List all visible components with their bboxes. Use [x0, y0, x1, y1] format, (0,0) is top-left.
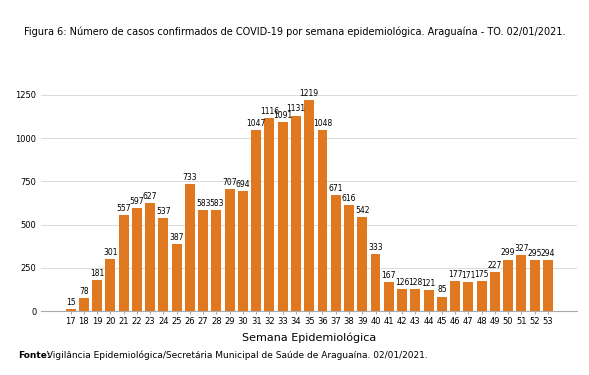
Text: 733: 733 — [183, 173, 197, 182]
Text: 227: 227 — [488, 261, 502, 270]
Bar — [278, 122, 287, 311]
Text: 1116: 1116 — [260, 107, 279, 116]
Bar — [238, 191, 248, 311]
Bar — [198, 210, 208, 311]
Bar — [65, 309, 75, 311]
Text: 295: 295 — [527, 249, 542, 258]
Text: 583: 583 — [196, 199, 210, 208]
Text: 616: 616 — [342, 194, 356, 202]
Text: 583: 583 — [209, 199, 224, 208]
Text: 627: 627 — [143, 192, 157, 201]
Bar — [145, 203, 155, 311]
Text: 128: 128 — [408, 278, 422, 287]
Bar — [344, 205, 354, 311]
Text: 299: 299 — [501, 248, 515, 257]
Bar — [384, 282, 394, 311]
Text: 85: 85 — [437, 285, 446, 294]
Text: 542: 542 — [355, 206, 369, 215]
Bar — [305, 100, 314, 311]
Bar — [450, 280, 460, 311]
Text: 301: 301 — [103, 248, 118, 257]
Bar — [211, 210, 221, 311]
Text: 175: 175 — [474, 270, 489, 279]
Text: 294: 294 — [541, 249, 555, 258]
Bar — [477, 281, 487, 311]
Bar — [252, 130, 261, 311]
Bar — [224, 189, 234, 311]
Bar — [171, 244, 181, 311]
Bar — [158, 218, 168, 311]
Text: 78: 78 — [79, 286, 88, 296]
Text: Figura 6: Número de casos confirmados de COVID-19 por semana epidemiológica. Ara: Figura 6: Número de casos confirmados de… — [24, 26, 565, 37]
Bar — [105, 259, 115, 311]
Bar — [370, 254, 380, 311]
Text: 597: 597 — [130, 197, 144, 206]
Text: 694: 694 — [236, 180, 250, 189]
Bar — [92, 280, 102, 311]
Text: 1219: 1219 — [300, 89, 319, 98]
Bar — [132, 208, 142, 311]
Bar — [517, 255, 527, 311]
Bar — [490, 272, 500, 311]
Text: 15: 15 — [66, 298, 75, 307]
Text: 121: 121 — [422, 279, 436, 288]
Bar — [397, 290, 407, 311]
Bar — [185, 184, 195, 311]
Bar — [118, 215, 128, 311]
Bar — [358, 217, 367, 311]
Bar — [437, 297, 447, 311]
Text: Fonte:: Fonte: — [18, 351, 50, 360]
Text: 537: 537 — [156, 207, 171, 216]
X-axis label: Semana Epidemiológica: Semana Epidemiológica — [242, 333, 376, 343]
Bar — [543, 260, 553, 311]
Text: 1048: 1048 — [313, 119, 332, 128]
Bar — [503, 260, 513, 311]
Text: Vigilância Epidemiológica/Secretária Municipal de Saúde de Araguaína. 02/01/2021: Vigilância Epidemiológica/Secretária Mun… — [44, 351, 428, 360]
Text: 126: 126 — [395, 278, 409, 287]
Text: 387: 387 — [170, 233, 184, 242]
Bar — [291, 116, 301, 311]
Bar — [317, 130, 327, 311]
Bar — [79, 298, 89, 311]
Bar — [530, 260, 540, 311]
Bar — [264, 118, 274, 311]
Text: 671: 671 — [329, 184, 343, 193]
Text: 707: 707 — [223, 178, 237, 187]
Text: 327: 327 — [514, 244, 528, 253]
Text: 171: 171 — [461, 271, 475, 280]
Bar — [411, 289, 421, 311]
Text: 557: 557 — [116, 204, 131, 213]
Text: 181: 181 — [90, 269, 104, 278]
Text: 167: 167 — [382, 271, 396, 280]
Text: 1131: 1131 — [286, 104, 306, 113]
Bar — [331, 195, 340, 311]
Text: 333: 333 — [368, 243, 383, 252]
Bar — [423, 290, 434, 311]
Bar — [464, 282, 474, 311]
Text: 177: 177 — [448, 270, 462, 279]
Text: 1047: 1047 — [247, 119, 266, 128]
Text: 1091: 1091 — [273, 111, 292, 120]
